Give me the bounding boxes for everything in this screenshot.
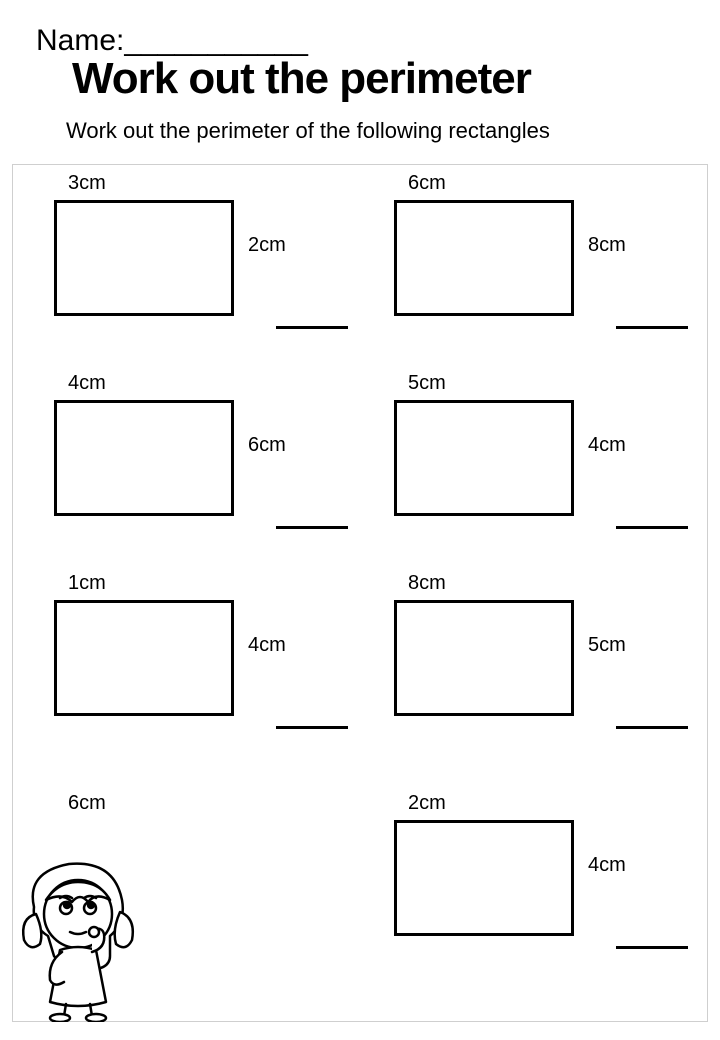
name-field-label: Name:___________	[36, 24, 696, 58]
top-dimension-label: 6cm	[408, 172, 446, 195]
answer-blank[interactable]	[276, 326, 348, 329]
top-dimension-label: 1cm	[68, 572, 106, 595]
answer-blank[interactable]	[616, 326, 688, 329]
top-dimension-label: 2cm	[408, 792, 446, 815]
page-subtitle: Work out the perimeter of the following …	[66, 118, 696, 144]
problem-8: 2cm 4cm	[364, 792, 704, 992]
rectangle-shape	[54, 400, 234, 516]
top-dimension-label: 8cm	[408, 572, 446, 595]
rectangle-shape	[394, 200, 574, 316]
problem-3: 4cm 6cm	[24, 372, 364, 572]
problem-5: 1cm 4cm	[24, 572, 364, 772]
side-dimension-label: 2cm	[248, 234, 286, 257]
rectangle-shape	[54, 600, 234, 716]
rectangle-shape	[54, 200, 234, 316]
top-dimension-label: 4cm	[68, 372, 106, 395]
problem-1: 3cm 2cm	[24, 172, 364, 372]
answer-blank[interactable]	[276, 726, 348, 729]
side-dimension-label: 8cm	[588, 234, 626, 257]
thinking-girl-icon	[14, 852, 144, 1022]
rectangle-shape	[394, 600, 574, 716]
side-dimension-label: 5cm	[588, 634, 626, 657]
page-title: Work out the perimeter	[72, 54, 696, 104]
worksheet-page: Name:___________ Work out the perimeter …	[0, 0, 720, 1040]
rectangle-shape	[394, 820, 574, 936]
top-dimension-label: 6cm	[68, 792, 106, 815]
answer-blank[interactable]	[276, 526, 348, 529]
answer-blank[interactable]	[616, 946, 688, 949]
top-dimension-label: 5cm	[408, 372, 446, 395]
side-dimension-label: 4cm	[248, 634, 286, 657]
problem-2: 6cm 8cm	[364, 172, 704, 372]
rectangle-shape	[394, 400, 574, 516]
side-dimension-label: 4cm	[588, 854, 626, 877]
answer-blank[interactable]	[616, 526, 688, 529]
side-dimension-label: 4cm	[588, 434, 626, 457]
answer-blank[interactable]	[616, 726, 688, 729]
problem-6: 8cm 5cm	[364, 572, 704, 772]
problem-4: 5cm 4cm	[364, 372, 704, 572]
top-dimension-label: 3cm	[68, 172, 106, 195]
side-dimension-label: 6cm	[248, 434, 286, 457]
